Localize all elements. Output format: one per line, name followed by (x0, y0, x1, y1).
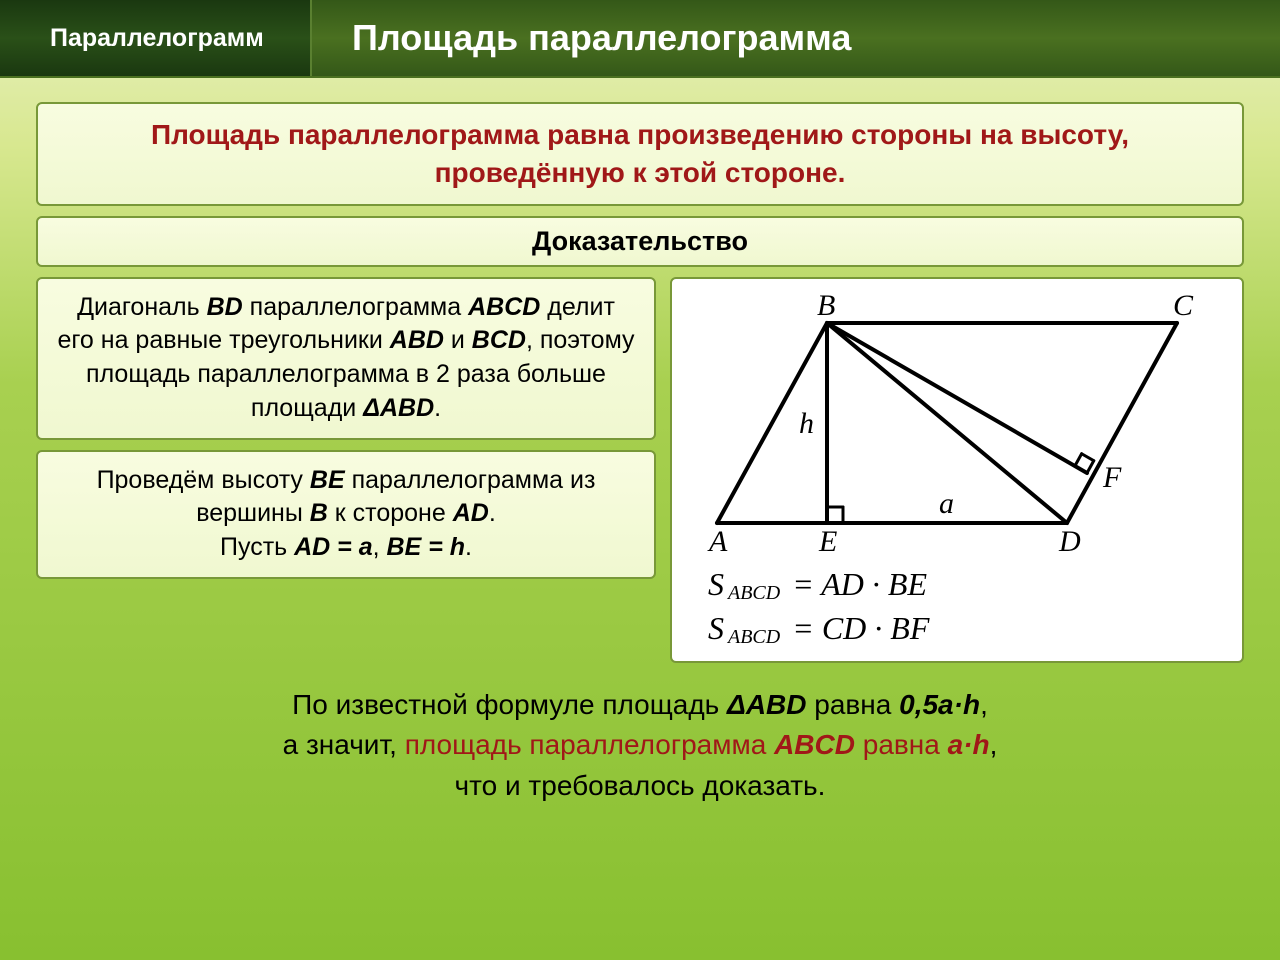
svg-text:E: E (818, 525, 837, 553)
proof-conclusion: По известной формуле площадь ΔABD равна … (36, 673, 1244, 807)
formula-2: SABCD = CD · BF (708, 607, 1232, 651)
proof-heading: Доказательство (36, 216, 1244, 267)
svg-text:B: B (817, 293, 835, 322)
content: Площадь параллелограмма равна произведен… (0, 78, 1280, 806)
theorem-statement: Площадь параллелограмма равна произведен… (36, 102, 1244, 206)
header-title: Площадь параллелограмма (310, 0, 1280, 76)
proof-text-column: Диагональ BD параллелограмма ABCD делит … (36, 277, 656, 663)
proof-body: Диагональ BD параллелограмма ABCD делит … (36, 277, 1244, 663)
proof-paragraph-1: Диагональ BD параллелограмма ABCD делит … (36, 277, 656, 440)
parallelogram-figure: A E D B C Fh a (682, 293, 1232, 553)
header: Параллелограмм Площадь параллелограмма (0, 0, 1280, 78)
formula-block: SABCD = AD · BE SABCD = CD · BF (682, 553, 1232, 651)
svg-text:D: D (1058, 525, 1081, 553)
svg-text:A: A (707, 525, 728, 553)
proof-paragraph-2: Проведём высоту BE параллелограмма из ве… (36, 450, 656, 579)
formula-1: SABCD = AD · BE (708, 563, 1232, 607)
svg-text:h: h (799, 407, 814, 440)
header-category: Параллелограмм (0, 24, 310, 53)
svg-text:a: a (939, 487, 954, 520)
figure-panel: A E D B C Fh a SABCD = AD · BE SABCD = CD · BF (670, 277, 1244, 663)
svg-text:F: F (1102, 461, 1122, 494)
svg-text:C: C (1173, 293, 1194, 322)
